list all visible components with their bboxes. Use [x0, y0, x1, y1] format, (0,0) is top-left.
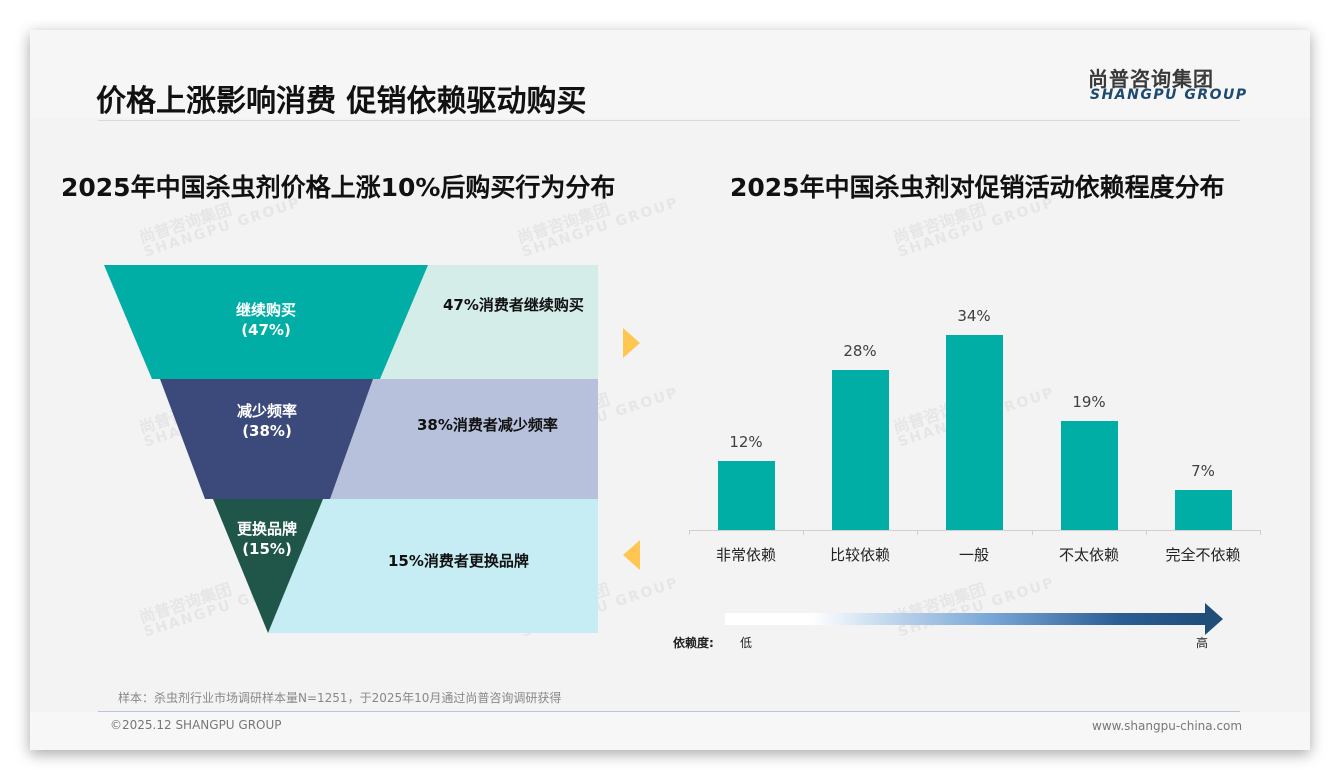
bar-category-label: 完全不依赖	[1165, 546, 1241, 564]
x-axis-tick	[1260, 530, 1261, 535]
funnel-band-switch	[268, 499, 598, 633]
bar-neutral	[946, 335, 1003, 530]
bar-category-label: 一般	[958, 546, 989, 564]
funnel-label-continue: 继续购买 (47%)	[235, 301, 296, 339]
funnel-annotation-switch: 15%消费者更换品牌	[388, 552, 529, 570]
funnel-label-switch: 更换品牌 (15%)	[236, 520, 297, 558]
arrow-head-icon	[1205, 603, 1223, 635]
sample-note: 样本：杀虫剂行业市场调研样本量N=1251，于2025年10月通过尚普咨询调研获…	[118, 691, 562, 705]
funnel-chart	[104, 265, 640, 633]
bar-very-dependent	[718, 461, 775, 530]
bar-value-label: 28%	[843, 342, 877, 360]
bar-fairly-dependent	[832, 370, 889, 530]
bar-value-label: 7%	[1191, 462, 1215, 480]
funnel-label-reduce: 减少频率 (38%)	[236, 402, 297, 440]
x-axis-tick	[1146, 530, 1147, 535]
page-title: 价格上涨影响消费 促销依赖驱动购买	[96, 84, 587, 119]
bar-not-dependent	[1175, 490, 1232, 530]
funnel-band-reduce	[330, 379, 598, 499]
funnel-chart-title: 2025年中国杀虫剂价格上涨10%后购买行为分布	[61, 173, 616, 202]
header-band	[30, 30, 1310, 118]
bar-value-label: 12%	[729, 433, 763, 451]
funnel-segment-continue	[104, 265, 428, 379]
scale-high-label: 高	[1196, 636, 1209, 650]
footer-band	[30, 712, 1310, 750]
bar-chart-title: 2025年中国杀虫剂对促销活动依赖程度分布	[730, 173, 1225, 202]
bar-category-label: 非常依赖	[715, 546, 776, 564]
slide: 尚普咨询集团 SHANGPU GROUP 尚普咨询集团 SHANGPU GROUP …	[30, 30, 1310, 750]
scale-label: 依赖度:	[673, 636, 714, 650]
bar-value-label: 34%	[957, 307, 991, 325]
x-axis-tick	[917, 530, 918, 535]
x-axis-tick	[1032, 530, 1033, 535]
bar-category-label: 比较依赖	[829, 546, 890, 564]
x-axis-tick	[803, 530, 804, 535]
title-divider	[98, 120, 1240, 121]
arrow-left-marker-icon	[623, 540, 640, 570]
funnel-segment-reduce	[160, 379, 373, 499]
footer-divider	[98, 711, 1240, 712]
bar-category-label: 不太依赖	[1058, 546, 1119, 564]
arrow-right-marker-icon	[623, 328, 640, 358]
scale-low-label: 低	[740, 636, 753, 650]
funnel-annotation-continue: 47%消费者继续购买	[443, 296, 584, 314]
website-link[interactable]: www.shangpu-china.com	[1092, 719, 1243, 733]
copyright: ©2025.12 SHANGPU GROUP	[110, 718, 282, 732]
bar-value-label: 19%	[1072, 393, 1106, 411]
dependency-gradient-bar	[725, 613, 1205, 625]
x-axis	[689, 530, 1260, 531]
bar-not-very-dependent	[1061, 421, 1118, 530]
x-axis-tick	[689, 530, 690, 535]
logo-cn: 尚普咨询集团	[1088, 67, 1214, 91]
funnel-annotation-reduce: 38%消费者减少频率	[417, 416, 558, 434]
funnel-segment-switch	[213, 499, 323, 633]
logo-en: SHANGPU GROUP	[1090, 87, 1248, 103]
